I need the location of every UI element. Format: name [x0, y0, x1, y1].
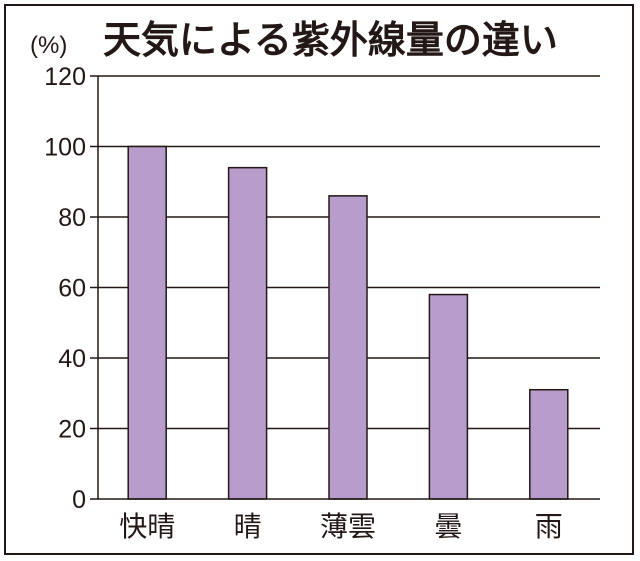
y-tick-label: 100 [44, 134, 86, 162]
y-tick-label: 20 [58, 416, 86, 444]
y-tick-labels: 0 20 40 60 80 100 120 [44, 63, 86, 514]
bar [328, 195, 368, 500]
y-tick-label: 120 [44, 63, 86, 91]
y-tick-label: 40 [58, 345, 86, 373]
bar [428, 293, 469, 500]
bar [529, 388, 569, 500]
y-axis-unit-label: (%) [30, 32, 67, 59]
chart-title: 天気による紫外線量の違い [103, 18, 558, 62]
x-tick-label: 雨 [535, 510, 563, 543]
y-tick-label: 60 [58, 275, 86, 303]
bars [127, 145, 569, 500]
y-tick-label: 80 [58, 204, 86, 232]
x-tick-label: 晴 [234, 510, 262, 543]
bar [127, 145, 167, 500]
gridlines [98, 75, 600, 430]
x-tick-label: 曇 [434, 510, 462, 543]
bar [227, 166, 268, 500]
x-tick-label: 快晴 [119, 510, 175, 543]
x-tick-labels: 快晴 晴 薄雲 曇 雨 [119, 510, 563, 543]
y-tick-label: 0 [72, 486, 86, 514]
x-tick-label: 薄雲 [320, 510, 376, 543]
axes [90, 75, 600, 500]
chart-frame [4, 4, 634, 555]
